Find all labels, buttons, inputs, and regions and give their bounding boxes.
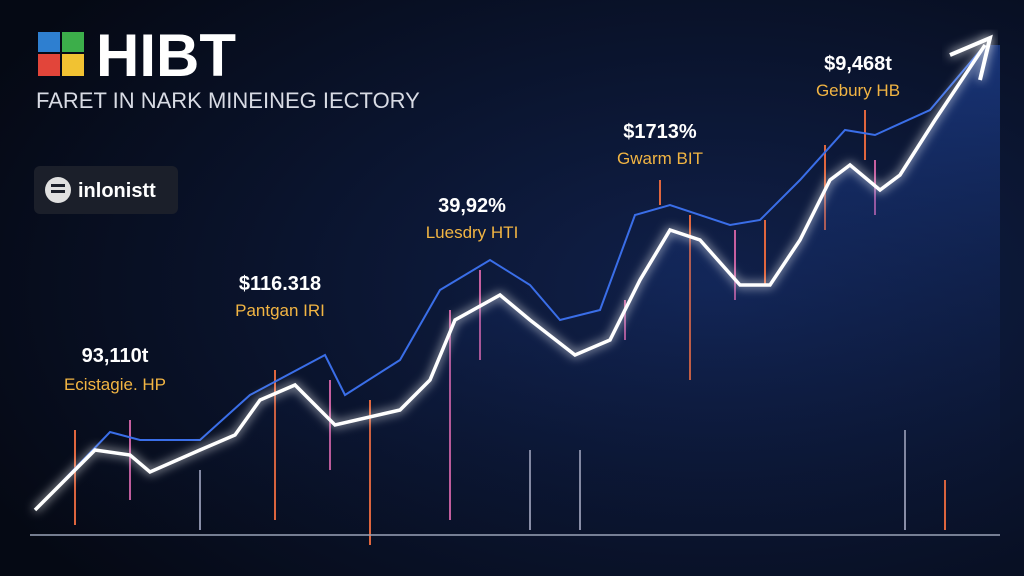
- annotation-value: $9,468t: [824, 53, 892, 75]
- annotation-value: 93,110t: [82, 345, 149, 367]
- arrow-head: [949, 34, 993, 81]
- annotation-value: 39,92%: [438, 195, 506, 217]
- annotation-label: Pantgan IRI: [235, 301, 325, 320]
- main-line: [33, 44, 987, 512]
- logo: [38, 32, 84, 76]
- annotation: 93,110t Ecistagie. HP $116.318 Pantgan I…: [64, 53, 900, 394]
- annotation-label: Gebury HB: [816, 81, 900, 100]
- annotation-label: Gwarm BIT: [617, 149, 703, 168]
- badge-label: inlonistt: [78, 180, 156, 202]
- annotation-label: Ecistagie. HP: [64, 375, 166, 394]
- title: HIBT: [96, 22, 236, 89]
- annotation-value: $1713%: [623, 121, 697, 143]
- subtitle: FARET IN NARK MINEINEG IECTORY: [36, 88, 420, 113]
- annotation-label: Luesdry HTI: [426, 223, 519, 242]
- annotation-value: $116.318: [239, 273, 321, 295]
- upper-line: [39, 44, 986, 506]
- area: [35, 45, 1000, 535]
- badge[interactable]: inlonistt: [34, 166, 178, 214]
